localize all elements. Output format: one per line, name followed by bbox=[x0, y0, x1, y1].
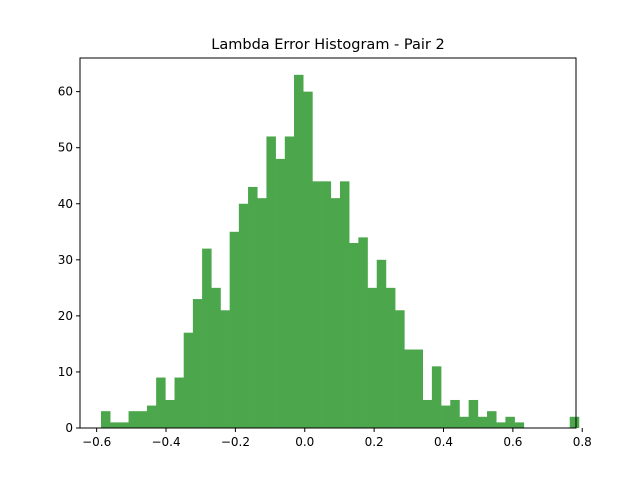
histogram-bar bbox=[441, 405, 451, 428]
histogram-bar bbox=[339, 181, 350, 428]
histogram-bar bbox=[395, 310, 405, 428]
y-axis: 0 10 20 30 40 50 60 bbox=[58, 85, 80, 435]
x-tick-label: −0.2 bbox=[221, 435, 250, 449]
y-tick-label: 20 bbox=[58, 309, 73, 323]
x-tick-label: 0.8 bbox=[573, 435, 592, 449]
histogram-bar bbox=[248, 186, 258, 428]
histogram-bar bbox=[146, 405, 157, 428]
histogram-bar bbox=[496, 422, 506, 428]
y-tick-label: 40 bbox=[58, 197, 73, 211]
histogram-bar bbox=[202, 248, 212, 428]
y-tick-label: 30 bbox=[58, 253, 73, 267]
histogram-bar bbox=[174, 377, 185, 428]
histogram-bar bbox=[192, 299, 203, 428]
histogram-bar bbox=[284, 136, 295, 428]
histogram-bar bbox=[450, 399, 460, 428]
y-tick-label: 10 bbox=[58, 365, 73, 379]
histogram-bar bbox=[431, 366, 442, 428]
histogram-bar bbox=[183, 332, 194, 428]
histogram-bar bbox=[137, 411, 148, 428]
histogram-bar bbox=[477, 416, 488, 428]
x-tick-label: 0.2 bbox=[365, 435, 384, 449]
histogram-bar bbox=[413, 349, 423, 428]
histogram-bar bbox=[294, 74, 304, 429]
plot-frame bbox=[79, 57, 577, 429]
histogram-bar bbox=[266, 136, 276, 428]
histogram-bar bbox=[128, 411, 139, 428]
histogram-bar bbox=[505, 416, 515, 428]
histogram-bar bbox=[275, 158, 286, 428]
histogram-bar bbox=[468, 399, 479, 428]
histogram-bar bbox=[156, 377, 166, 428]
histogram-bar bbox=[110, 422, 120, 428]
histogram-bar bbox=[376, 259, 387, 428]
x-tick-label: 0.6 bbox=[503, 435, 522, 449]
histogram-bar bbox=[229, 231, 240, 428]
histogram-bar bbox=[385, 287, 396, 428]
x-tick-label: 0.4 bbox=[434, 435, 453, 449]
histogram-bar bbox=[100, 411, 111, 428]
y-tick-label: 50 bbox=[58, 141, 73, 155]
histogram-bar bbox=[211, 287, 221, 428]
histogram-bars bbox=[100, 74, 580, 429]
histogram-bar bbox=[303, 91, 313, 429]
histogram-bar bbox=[330, 198, 341, 428]
histogram-bar bbox=[321, 181, 332, 428]
histogram-bar bbox=[404, 349, 414, 428]
histogram-bar bbox=[422, 399, 433, 428]
histogram-bar bbox=[349, 243, 359, 428]
x-axis: −0.6 −0.4 −0.2 0.0 0.2 0.4 0.6 0.8 bbox=[82, 428, 592, 449]
histogram-bar bbox=[487, 411, 497, 428]
y-tick-label: 60 bbox=[58, 85, 73, 99]
chart-title: Lambda Error Histogram - Pair 2 bbox=[211, 37, 444, 53]
histogram-bar bbox=[165, 399, 175, 428]
histogram-bar bbox=[312, 181, 322, 428]
histogram-bar bbox=[569, 416, 580, 428]
histogram-bar bbox=[459, 416, 469, 428]
histogram-bar bbox=[257, 198, 267, 428]
histogram-bar bbox=[358, 237, 368, 428]
histogram-bar bbox=[514, 422, 525, 428]
histogram-bar bbox=[220, 310, 230, 428]
x-tick-label: −0.6 bbox=[82, 435, 111, 449]
y-tick-label: 0 bbox=[65, 421, 73, 435]
histogram-bar bbox=[238, 203, 249, 428]
histogram-bar bbox=[119, 422, 129, 428]
x-tick-label: 0.0 bbox=[295, 435, 314, 449]
x-tick-label: −0.4 bbox=[151, 435, 180, 449]
histogram-bar bbox=[367, 287, 378, 428]
